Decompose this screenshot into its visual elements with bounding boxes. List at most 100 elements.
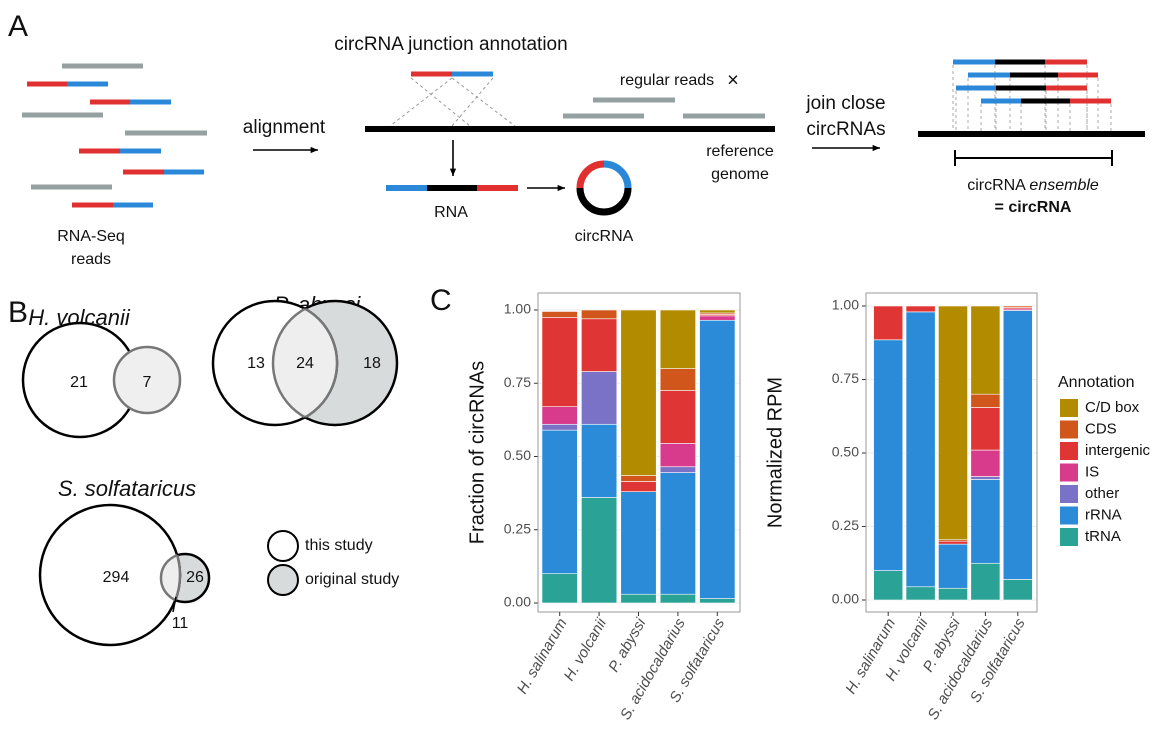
step-label: alignment — [243, 117, 326, 138]
legend-label: other — [1085, 485, 1119, 502]
y-tick-label: 0.25 — [504, 520, 531, 536]
legend-label: tRNA — [1085, 528, 1121, 545]
x-tick-label: P. abyssi — [605, 615, 650, 675]
venn-overlap — [161, 554, 182, 602]
bar-segment — [659, 593, 696, 604]
annotation: reference — [706, 143, 774, 160]
dashed-guide — [389, 77, 453, 127]
bar-segment — [699, 315, 736, 321]
venn-count: 18 — [363, 355, 381, 372]
bar-segment — [659, 472, 696, 595]
bar-segment — [659, 390, 696, 444]
bar-segment — [699, 598, 736, 604]
bar-segment — [541, 429, 578, 575]
legend-swatch — [267, 530, 299, 562]
annotation: regular reads — [620, 72, 714, 89]
panel-label: A — [8, 10, 28, 43]
bar-segment — [970, 407, 1001, 451]
bar-segment — [581, 318, 618, 372]
circ-arc — [576, 160, 605, 189]
bar-segment — [905, 311, 936, 588]
bar-segment — [905, 305, 936, 313]
x-tick-label: H. salinarum — [514, 615, 571, 696]
cross: × — [727, 69, 739, 91]
dashed-guide — [410, 77, 471, 127]
y-tick-label: 0.75 — [832, 370, 859, 386]
annotation: circRNA — [575, 228, 634, 245]
reads-label: RNA-Seq — [57, 228, 125, 245]
step-label: circRNAs — [806, 119, 885, 140]
venn-overlap — [271, 301, 337, 425]
y-axis-title: Fraction of circRNAs — [466, 361, 488, 544]
annotation: ensemble — [1029, 177, 1098, 194]
arrow-head — [557, 184, 565, 192]
venn-circle — [112, 345, 182, 415]
legend-swatch — [1060, 399, 1078, 417]
bar-segment — [659, 466, 696, 473]
panel-label: B — [8, 296, 28, 329]
bar-segment — [873, 339, 904, 571]
reads-label: reads — [71, 251, 111, 268]
bar-segment — [541, 406, 578, 425]
bar-segment — [541, 311, 578, 318]
bar-segment — [699, 309, 736, 314]
legend-swatch — [1060, 420, 1078, 439]
step-label: join close — [805, 93, 885, 114]
dashed-guide — [451, 77, 516, 127]
arrow-head — [310, 146, 318, 154]
venn-overlap — [273, 301, 339, 425]
bar-segment — [938, 543, 968, 589]
y-tick-label: 0.50 — [832, 444, 859, 460]
venn-count: 11 — [172, 615, 189, 632]
annotation: circRNA — [967, 177, 1026, 194]
panel-label: C — [430, 284, 452, 317]
y-tick-label: 1.00 — [832, 297, 859, 313]
arrow-head — [449, 168, 457, 176]
bar-segment — [970, 562, 1001, 601]
bar-segment — [1002, 305, 1033, 308]
bar-segment — [659, 443, 696, 468]
plot-panel — [865, 292, 1038, 613]
bar-segment — [970, 449, 1001, 477]
venn-count: 294 — [103, 569, 130, 586]
legend-swatch — [267, 564, 299, 596]
x-tick-label: H. salinarum — [842, 615, 899, 696]
annotation: = circRNA — [995, 199, 1072, 216]
bar-segment — [970, 476, 1001, 480]
bar-segment — [873, 570, 904, 601]
legend-label: C/D box — [1085, 399, 1140, 416]
circ-arc — [603, 160, 632, 189]
legend-label: this study — [305, 537, 373, 554]
legend-swatch — [1060, 506, 1078, 525]
bar-segment — [659, 368, 696, 391]
bar-segment — [905, 586, 936, 601]
venn-count: 13 — [247, 355, 265, 372]
bar-segment — [970, 393, 1001, 408]
y-tick-label: 0.00 — [504, 594, 531, 610]
venn-count: 26 — [186, 569, 204, 586]
bar-segment — [699, 319, 736, 599]
bar-segment — [970, 305, 1001, 395]
legend-label: rRNA — [1085, 506, 1122, 523]
step-title: circRNA junction annotation — [334, 34, 567, 55]
bar-segment — [659, 309, 696, 369]
legend-swatch — [1060, 463, 1078, 482]
bar-segment — [541, 573, 578, 604]
legend-label: CDS — [1085, 420, 1117, 437]
bar-segment — [620, 475, 657, 482]
y-tick-label: 1.00 — [504, 301, 531, 317]
bar-segment — [970, 479, 1001, 564]
venn-title: S. solfataricus — [58, 476, 196, 501]
y-tick-label: 0.25 — [832, 517, 859, 533]
dashed-guide — [451, 77, 494, 127]
bar-segment — [938, 305, 968, 541]
legend-swatch — [1060, 442, 1078, 460]
legend-title: Annotation — [1058, 374, 1135, 391]
bar-segment — [581, 497, 618, 604]
bar-segment — [581, 423, 618, 498]
y-tick-label: 0.00 — [832, 591, 859, 607]
venn-count: 7 — [143, 374, 152, 391]
annotation: RNA — [434, 204, 468, 221]
circ-arc — [576, 187, 632, 216]
